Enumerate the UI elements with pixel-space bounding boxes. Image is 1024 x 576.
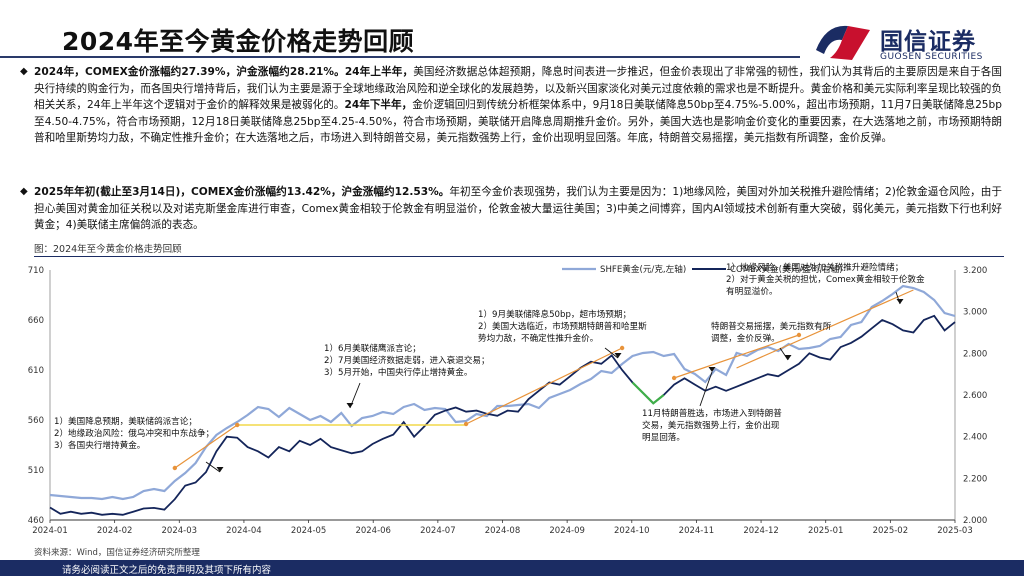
legend-label: SHFE黄金(元/克,左轴) (600, 263, 686, 275)
x-tick-label: 2025-02 (873, 526, 909, 536)
legend-label: COMEX黄金(美元/盎司,右轴) (730, 263, 843, 275)
annotation-5-line: 调整，金价反弹。 (711, 332, 780, 344)
source-note: 资料来源：Wind，国信证券经济研究所整理 (34, 548, 200, 558)
annotation-arrow (604, 347, 619, 359)
annotation-6-line: 2）对于黄金关税的担忧，Comex黄金相较于伦敦金 (726, 273, 925, 285)
y-right-tick-label: 2.200 (963, 474, 987, 484)
y-left-tick-label: 660 (28, 316, 44, 326)
x-tick-label: 2024-05 (291, 526, 327, 536)
series-line-comex (49, 314, 956, 516)
y-right-tick-label: 3.200 (963, 266, 987, 276)
y-right-tick-label: 2.400 (963, 433, 987, 443)
x-tick-label: 2025-03 (937, 526, 973, 536)
y-right-tick-label: 2.600 (963, 391, 987, 401)
logo-name-en: GUOSEN SECURITIES (880, 52, 983, 62)
trend-line-2 (465, 347, 623, 425)
x-tick-label: 2024-07 (420, 526, 456, 536)
trend-line-3 (673, 334, 800, 379)
y-right-tick-label: 2.000 (963, 516, 987, 526)
figure-divider (34, 256, 1004, 257)
bullet-icon: ◆ (20, 186, 28, 197)
arrow-head-icon (216, 467, 224, 472)
y-left-tick-label: 560 (28, 416, 44, 426)
trend-point (619, 345, 625, 351)
annotation-5-line: 特朗普交易摇摆，美元指数有所 (711, 320, 832, 332)
arrow-head-icon (614, 353, 622, 358)
logo-mark-icon (816, 25, 870, 60)
y-right-tick-label: 2.800 (963, 349, 987, 359)
x-tick-label: 2024-08 (485, 526, 521, 536)
annotation-1-line: 1）美国降息预期，美联储鸽派言论； (54, 415, 197, 427)
annotation-2-line: 2）7月美国经济数据走弱，进入衰退交易； (324, 354, 490, 366)
annotation-6-line: 有明显溢价。 (726, 285, 778, 297)
trend-point (235, 422, 240, 428)
bullet-icon: ◆ (20, 66, 28, 77)
disclaimer-text: 请务必阅读正文之后的免责声明及其项下所有内容 (62, 565, 272, 576)
annotation-4-line: 11月特朗普胜选，市场进入到特朗普 (642, 407, 782, 419)
trend-point (463, 421, 469, 427)
annotation-1-line: 2）地缘政治风险：俄乌冲突和中东战争； (54, 427, 214, 439)
x-tick-label: 2024-12 (743, 526, 779, 536)
highlight-drop-segment (631, 381, 665, 405)
annotation-2-line: 3）5月开始，中国央行停止增持黄金。 (324, 366, 472, 378)
annotation-1-line: 3）各国央行增持黄金。 (54, 439, 145, 451)
arrow-head-icon (896, 299, 904, 304)
chart-legend: SHFE黄金(元/克,左轴) COMEX黄金(美元/盎司,右轴) (562, 263, 843, 275)
annotation-3-line: 1）9月美联储降息50bp，超市场预期； (478, 308, 631, 320)
gold-price-chart: 460 510 560 610 660 710 2.000 2.200 2.400 2.600 2.… (28, 261, 988, 536)
paragraph-2025: 2025年年初(截止至3月14日)，COMEX金价涨幅约13.42%，沪金涨幅约… (34, 186, 1002, 232)
x-tick-label: 2024-09 (549, 526, 585, 536)
annotation-arrow (699, 371, 713, 407)
x-tick-label: 2024-02 (97, 526, 133, 536)
y-left-tick-label: 610 (28, 366, 44, 376)
y-left-tick-label: 510 (28, 466, 44, 476)
chart-annotations: 1）美国降息预期，美联储鸽派言论；2）地缘政治风险：俄乌冲突和中东战争；3）各国… (54, 261, 925, 473)
x-tick-label: 2024-10 (614, 526, 650, 536)
trend-point (172, 465, 178, 471)
y-left-tick-label: 460 (28, 516, 44, 526)
figure-caption: 图：2024年至今黄金价格走势回顾 (34, 244, 182, 255)
x-tick-label: 2024-01 (32, 526, 68, 536)
x-tick-label: 2024-06 (355, 526, 391, 536)
page-title: 2024年至今黄金价格走势回顾 (62, 27, 415, 56)
x-tick-label: 2024-04 (226, 526, 262, 536)
annotation-4-line: 交易，美元指数强势上行，金价出现 (642, 419, 780, 431)
annotation-2-line: 1）6月美联储鹰派言论； (324, 342, 421, 354)
trend-line-1 (174, 424, 238, 469)
chart-plot (49, 284, 956, 516)
trend-point (796, 332, 802, 338)
trend-point (671, 375, 677, 381)
arrow-head-icon (784, 355, 792, 360)
arrow-head-icon (346, 403, 354, 408)
annotation-arrow (205, 461, 221, 473)
annotation-3-line: 势均力敌，不确定性推升金价。 (478, 332, 598, 344)
brand-logo: 国信证券 GUOSEN SECURITIES (812, 20, 1012, 66)
y-right-tick-label: 3.000 (963, 308, 987, 318)
title-divider (0, 56, 800, 58)
x-tick-label: 2024-11 (679, 526, 715, 536)
x-tick-label: 2024-03 (162, 526, 198, 536)
chart-axes: 460 510 560 610 660 710 2.000 2.200 2.400 2.600 2.… (28, 266, 988, 536)
y-left-tick-label: 710 (28, 266, 44, 276)
annotation-6-line: 1）地缘风险，美国对外加关税推升避险情绪； (726, 261, 903, 273)
x-tick-label: 2025-01 (808, 526, 844, 536)
footer-bar: 请务必阅读正文之后的免责声明及其项下所有内容 (0, 560, 1024, 576)
trend-line-4 (736, 289, 914, 369)
annotation-3-line: 2）美国大选临近，市场预期特朗普和哈里斯 (478, 320, 647, 332)
logo-name-cn: 国信证券 (880, 29, 976, 55)
annotation-4-line: 明显回落。 (642, 431, 685, 443)
arrow-head-icon (708, 367, 716, 372)
paragraph-2024: 2024年，COMEX金价涨幅约27.39%，沪金涨幅约28.21%。24年上半… (34, 66, 1003, 145)
